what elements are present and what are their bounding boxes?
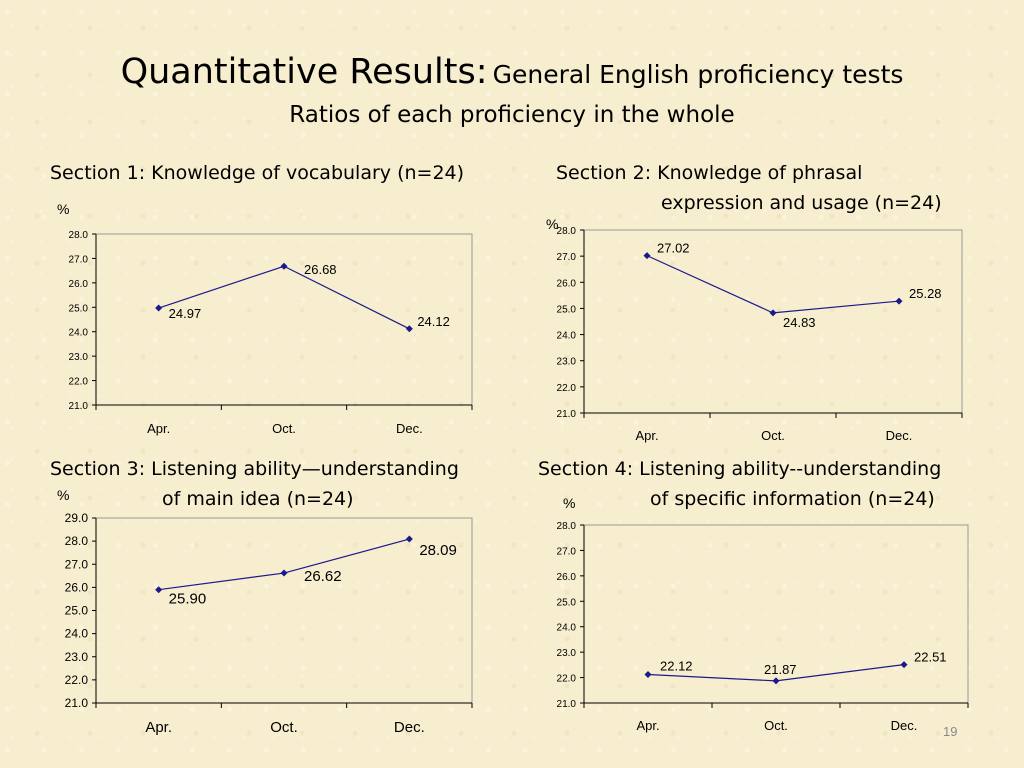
data-label: 24.97: [169, 306, 202, 321]
y-axis-unit: %: [57, 201, 69, 217]
section-3-title-line1: Section 3: Listening ability—understandi…: [50, 458, 459, 480]
data-label: 22.12: [660, 659, 693, 674]
y-tick-label: 25.0: [557, 597, 577, 608]
slide-subtitle: Ratios of each proficiency in the whole: [289, 102, 735, 128]
x-tick-label: Dec.: [394, 719, 425, 736]
data-point: [155, 304, 163, 312]
y-tick-label: 23.0: [557, 357, 577, 368]
y-tick-label: 28.0: [69, 230, 89, 241]
section-3-title-line2: of main idea (n=24): [162, 488, 354, 510]
section-4-title-line2: of specific information (n=24): [650, 488, 935, 510]
x-tick-label: Oct.: [272, 421, 296, 436]
y-tick-label: 24.0: [69, 328, 89, 339]
page-number: 19: [943, 724, 958, 739]
data-label: 21.87: [764, 662, 797, 677]
x-tick-label: Apr.: [145, 719, 172, 736]
section-2-title-line1: Section 2: Knowledge of phrasal: [556, 162, 863, 184]
y-tick-label: 27.0: [557, 252, 577, 263]
x-tick-label: Dec.: [891, 718, 918, 733]
data-label: 22.51: [914, 650, 947, 665]
data-label: 27.02: [657, 241, 690, 256]
data-label: 25.28: [909, 286, 942, 301]
y-tick-label: 29.0: [65, 511, 89, 525]
y-tick-label: 21.0: [557, 409, 577, 420]
plot-area: [95, 233, 473, 406]
title-main: Quantitative Results:: [120, 52, 488, 92]
section-1-title-line1: Section 1: Knowledge of vocabulary (n=24…: [50, 162, 465, 184]
data-point: [405, 535, 413, 543]
data-label: 24.83: [783, 315, 816, 330]
data-point: [895, 297, 903, 305]
data-label: 24.12: [417, 314, 450, 329]
section-2-title-line2: expression and usage (n=24): [661, 192, 942, 214]
y-tick-label: 27.0: [557, 546, 577, 557]
data-label: 25.90: [169, 591, 207, 608]
y-tick-label: 24.0: [65, 627, 89, 641]
series-line: [646, 255, 900, 314]
x-tick-label: Oct.: [761, 428, 785, 443]
x-tick-label: Apr.: [635, 428, 658, 443]
section-4-title: Section 4: Listening ability--understand…: [538, 454, 941, 514]
data-point: [280, 569, 288, 577]
data-point: [772, 677, 780, 685]
y-tick-label: 21.0: [65, 696, 89, 710]
y-tick-label: 25.0: [69, 303, 89, 314]
y-tick-label: 27.0: [69, 254, 89, 265]
section-3-title: Section 3: Listening ability—understandi…: [50, 454, 459, 514]
data-label: 26.62: [304, 568, 342, 585]
data-point: [643, 252, 651, 260]
y-tick-label: 21.0: [557, 699, 577, 710]
y-axis-unit: %: [563, 495, 575, 511]
x-tick-label: Oct.: [764, 718, 788, 733]
y-axis-unit: %: [546, 216, 558, 232]
chart-2: 21.0 22.0 23.0 24.0 25.0 26.0 27.0 28.0 Apr. Oct.…: [546, 216, 963, 443]
section-1-title: Section 1: Knowledge of vocabulary (n=24…: [50, 158, 464, 188]
section-4-title-line1: Section 4: Listening ability--understand…: [538, 458, 942, 480]
data-point: [769, 309, 777, 317]
chart-4: 21.0 22.0 23.0 24.0 25.0 26.0 27.0 28.0 Apr. Oct.…: [557, 495, 969, 733]
y-tick-label: 24.0: [557, 623, 577, 634]
plot-area: [583, 229, 963, 414]
y-tick-label: 28.0: [557, 521, 577, 532]
y-tick-label: 23.0: [557, 648, 577, 659]
data-point: [405, 325, 413, 333]
x-tick-label: Dec.: [396, 421, 423, 436]
y-tick-label: 22.0: [69, 377, 89, 388]
y-tick-label: 28.0: [557, 226, 577, 237]
data-point: [900, 661, 908, 669]
y-tick-label: 23.0: [65, 650, 89, 664]
y-tick-label: 22.0: [557, 674, 577, 685]
y-tick-label: 28.0: [65, 534, 89, 548]
series-line: [158, 538, 410, 591]
y-tick-label: 26.0: [69, 279, 89, 290]
x-tick-label: Apr.: [147, 421, 170, 436]
data-point: [280, 262, 288, 270]
data-label: 26.68: [304, 262, 337, 277]
y-tick-label: 25.0: [65, 604, 89, 618]
y-tick-label: 24.0: [557, 331, 577, 342]
section-2-title: Section 2: Knowledge of phrasal expressi…: [556, 158, 942, 218]
x-tick-label: Oct.: [270, 719, 298, 736]
data-label: 28.09: [419, 542, 457, 559]
chart-3: 21.0 22.0 23.0 24.0 25.0 26.0 27.0 28.0 29.0 Apr.…: [57, 487, 473, 736]
y-tick-label: 25.0: [557, 304, 577, 315]
y-tick-label: 26.0: [65, 580, 89, 594]
slide-title: Quantitative Results: General English pr…: [0, 52, 1024, 92]
title-sub: General English proficiency tests: [492, 60, 904, 89]
y-tick-label: 23.0: [69, 352, 89, 363]
y-tick-label: 22.0: [65, 673, 89, 687]
data-point: [155, 586, 163, 594]
y-axis-unit: %: [57, 487, 69, 503]
y-tick-label: 22.0: [557, 383, 577, 394]
data-point: [644, 671, 652, 679]
plot-area: [95, 517, 473, 704]
y-tick-label: 26.0: [557, 572, 577, 583]
chart-1: 21.0 22.0 23.0 24.0 25.0 26.0 27.0 28.0 Apr. Oct.…: [57, 201, 473, 436]
x-tick-label: Dec.: [886, 428, 913, 443]
y-tick-label: 27.0: [65, 557, 89, 571]
y-tick-label: 21.0: [69, 401, 89, 412]
x-tick-label: Apr.: [636, 718, 659, 733]
y-tick-label: 26.0: [557, 278, 577, 289]
